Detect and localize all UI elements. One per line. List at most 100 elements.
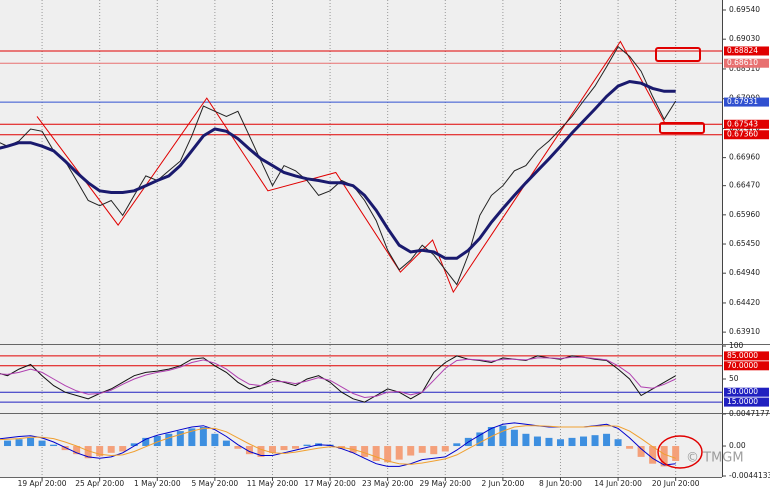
- level-label: 0.67360: [727, 130, 758, 139]
- y-tick-label: 50: [729, 374, 739, 383]
- level-label: 0.68610: [727, 58, 758, 67]
- histogram-bar: [245, 446, 253, 455]
- annotation-box: [655, 47, 701, 62]
- histogram-bar: [372, 446, 380, 461]
- y-tick-label: 0.69030: [729, 34, 760, 43]
- histogram-bar: [188, 428, 196, 447]
- histogram-bar: [660, 446, 668, 467]
- series-line: [0, 79, 676, 260]
- y-tick-label: 0.66470: [729, 181, 760, 190]
- histogram-bar: [499, 425, 507, 447]
- zigzag-line: [36, 40, 666, 294]
- histogram-bar: [384, 446, 392, 463]
- histogram-bar: [199, 427, 207, 447]
- watermark: © TMGM: [686, 451, 744, 466]
- histogram-bar: [4, 440, 12, 447]
- histogram-bar: [626, 446, 634, 449]
- level-label-box: [724, 361, 769, 371]
- histogram-bar: [453, 443, 461, 447]
- y-tick-label: 0.63910: [729, 327, 760, 336]
- level-label: 0.67543: [727, 119, 758, 128]
- histogram-bar: [395, 446, 403, 460]
- level-label-box: [724, 46, 769, 56]
- histogram-bar: [27, 437, 35, 447]
- x-tick-label: 2 Jun 20:00: [481, 479, 524, 488]
- histogram-bar: [303, 444, 311, 447]
- y-tick-label: 0.64940: [729, 268, 760, 277]
- histogram-bar: [130, 443, 138, 447]
- level-label: 0.67931: [727, 97, 758, 106]
- y-tick-label: 0.68510: [729, 64, 760, 73]
- x-tick-label: 1 May 20:00: [134, 479, 181, 488]
- histogram-bar: [361, 446, 369, 457]
- level-label: 85.0000: [727, 351, 758, 360]
- y-tick-label: 0.69540: [729, 5, 760, 14]
- histogram-bar: [38, 440, 46, 447]
- histogram-bar: [603, 433, 611, 447]
- histogram-bar: [15, 439, 23, 447]
- level-label-box: [724, 397, 769, 407]
- x-tick-label: 5 May 20:00: [192, 479, 239, 488]
- histogram-bar: [407, 446, 415, 456]
- y-tick-label: 100: [729, 341, 744, 350]
- histogram-bar: [510, 429, 518, 447]
- histogram-bar: [533, 436, 541, 447]
- x-tick-label: 29 May 20:00: [420, 479, 472, 488]
- x-tick-label: 23 May 20:00: [362, 479, 414, 488]
- level-label-box: [724, 351, 769, 361]
- x-tick-label: 8 Jun 20:00: [539, 479, 582, 488]
- histogram-bar: [545, 437, 553, 447]
- series-line: [0, 45, 677, 286]
- level-label-box: [724, 387, 769, 397]
- y-tick-label: 0.64420: [729, 298, 760, 307]
- level-label: 0.68824: [727, 46, 758, 55]
- histogram-bar: [580, 436, 588, 447]
- histogram-bar: [568, 437, 576, 447]
- histogram-bar: [119, 446, 127, 452]
- axis-background: [723, 0, 770, 490]
- histogram-bar: [591, 435, 599, 447]
- histogram-bar: [476, 432, 484, 447]
- y-tick-label: 0.65450: [729, 239, 760, 248]
- histogram-bar: [176, 431, 184, 447]
- histogram-bar: [222, 440, 230, 447]
- level-label-box: [724, 58, 769, 68]
- level-label-box: [724, 130, 769, 140]
- annotation-box: [659, 122, 705, 134]
- series-line: [0, 425, 676, 465]
- histogram-bar: [292, 446, 300, 449]
- histogram-bar: [142, 437, 150, 447]
- histogram-bar: [418, 446, 426, 453]
- y-tick-label: 0.0047177: [729, 409, 770, 418]
- histogram-bar: [73, 446, 81, 455]
- histogram-bar: [637, 446, 645, 457]
- annotation-circle: [657, 435, 703, 469]
- histogram-bar: [441, 446, 449, 452]
- histogram-bar: [96, 446, 104, 457]
- level-label-box: [724, 97, 769, 107]
- histogram-bar: [50, 444, 58, 447]
- x-tick-label: 19 Apr 20:00: [18, 479, 67, 488]
- histogram-bar: [234, 446, 242, 449]
- histogram-bar: [268, 446, 276, 453]
- histogram-bar: [211, 433, 219, 447]
- level-label: 30.0000: [727, 387, 758, 396]
- histogram-bar: [84, 446, 92, 459]
- histogram-bar: [649, 446, 657, 464]
- histogram-bar: [430, 446, 438, 455]
- y-tick-label: 0.66960: [729, 153, 760, 162]
- histogram-bar: [672, 446, 680, 461]
- histogram-bar: [153, 435, 161, 447]
- level-label: 15.0000: [727, 397, 758, 406]
- histogram-bar: [522, 433, 530, 447]
- histogram-bar: [61, 446, 69, 451]
- x-tick-label: 17 May 20:00: [304, 479, 356, 488]
- x-tick-label: 11 May 20:00: [247, 479, 299, 488]
- histogram-bar: [257, 446, 265, 457]
- x-tick-label: 20 Jun 20:00: [652, 479, 700, 488]
- level-label: 70.0000: [727, 361, 758, 370]
- y-tick-label: 0.65960: [729, 210, 760, 219]
- histogram-bar: [280, 446, 288, 451]
- histogram-bar: [614, 439, 622, 447]
- level-label-box: [724, 119, 769, 129]
